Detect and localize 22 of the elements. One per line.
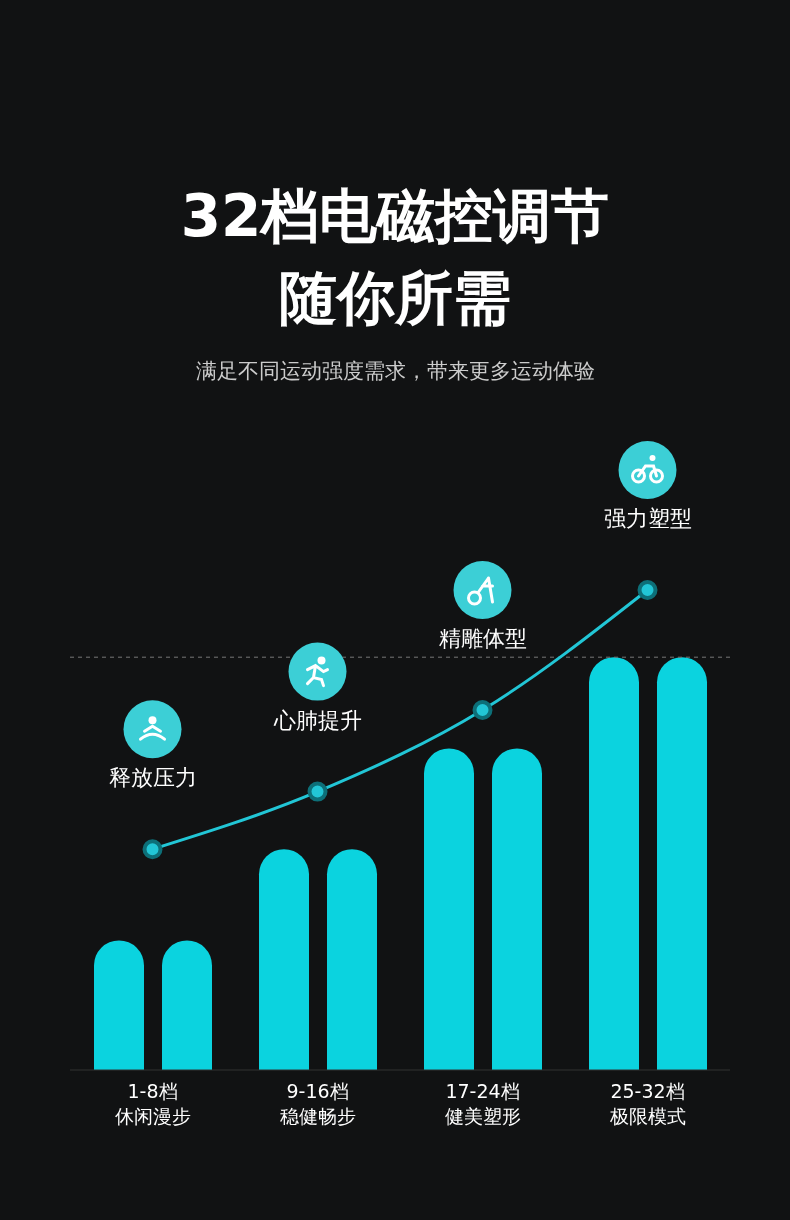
x-tick-label: 9-16档稳健畅步 <box>279 1080 356 1127</box>
point <box>637 580 658 600</box>
point <box>307 781 328 802</box>
point <box>142 839 163 860</box>
bar <box>424 748 474 1070</box>
x-tick-label: 17-24档健美塑形 <box>444 1080 521 1127</box>
x-tick-label: 25-32档极限模式 <box>608 1080 686 1127</box>
bar <box>327 849 377 1070</box>
bar <box>259 849 309 1070</box>
chart-subtitle: 满足不同运动强度需求，带来更多运动体验 <box>194 358 596 385</box>
bar <box>657 657 707 1070</box>
bar <box>162 940 212 1070</box>
bar <box>94 940 144 1070</box>
annotation: 强力塑型 <box>603 506 692 531</box>
chart-title: 32档电磁控调节随你所需 <box>179 181 611 334</box>
annotation: 精雕体型 <box>438 626 527 651</box>
x-tick-label: 1-8档休闲漫步 <box>114 1080 191 1127</box>
annotation: 释放压力 <box>108 765 197 791</box>
point <box>472 700 493 720</box>
bar <box>589 657 639 1070</box>
annotation: 心肺提升 <box>272 707 362 733</box>
bar <box>492 748 542 1070</box>
